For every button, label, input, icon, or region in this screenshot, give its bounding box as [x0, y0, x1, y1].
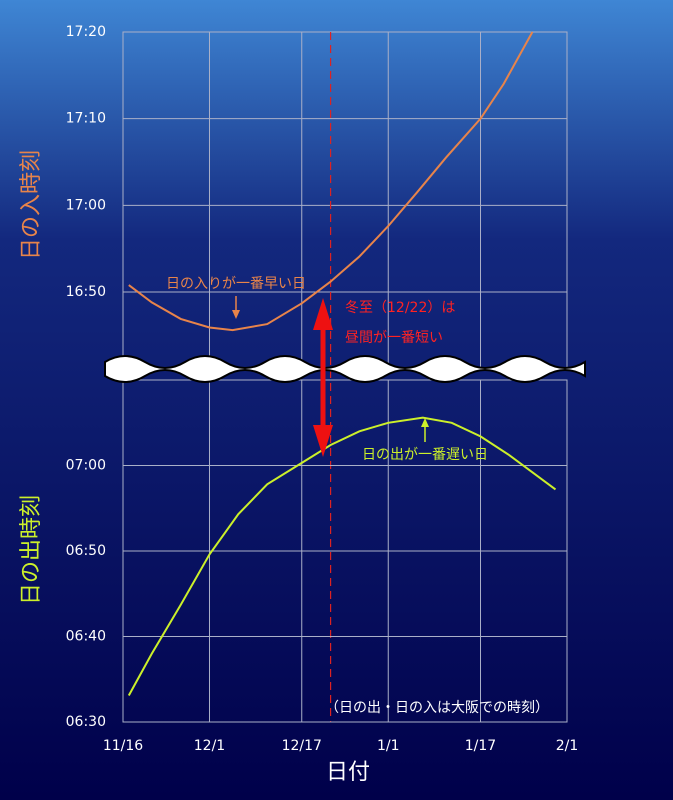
- pointer: [232, 296, 429, 442]
- y-tick-label: 17:20: [66, 24, 106, 40]
- annotation: 冬至（12/22）は: [345, 300, 455, 316]
- y-tick-label: 06:40: [66, 629, 106, 645]
- x-tick-label: 11/16: [103, 738, 143, 754]
- annotation: 昼間が一番短い: [345, 330, 443, 346]
- series-line: [127, 416, 557, 696]
- marks: [127, 31, 557, 696]
- note: （日の出・日の入は大阪での時刻）: [325, 700, 549, 716]
- arrow-head: [313, 298, 333, 330]
- x-tick-label: 1/17: [465, 738, 496, 754]
- y-tick-label: 17:10: [66, 111, 106, 127]
- x-tick-label: 12/1: [194, 738, 225, 754]
- y-axis-title: 日の出時刻: [19, 495, 44, 605]
- series-line: [128, 31, 534, 332]
- x-tick-label: 1/1: [377, 738, 400, 754]
- x-tick-label: 12/17: [282, 738, 322, 754]
- x-axis-title: 日付: [326, 760, 370, 785]
- y-tick-label: 06:50: [66, 543, 106, 559]
- grid: [122, 31, 568, 723]
- y-tick-label: 17:00: [66, 197, 106, 213]
- y-axis-title: 日の入時刻: [19, 150, 44, 260]
- solstice-arrow: [313, 298, 333, 457]
- x-tick-label: 2/1: [556, 738, 579, 754]
- y-tick-label: 07:00: [66, 458, 106, 474]
- y-tick-label: 06:30: [66, 714, 106, 730]
- annotation: 日の出が一番遅い日: [362, 447, 488, 463]
- annotation: 日の入りが一番早い日: [166, 276, 306, 292]
- arrow-head: [313, 425, 333, 457]
- y-tick-label: 16:50: [66, 284, 106, 300]
- axis-break: [104, 355, 586, 383]
